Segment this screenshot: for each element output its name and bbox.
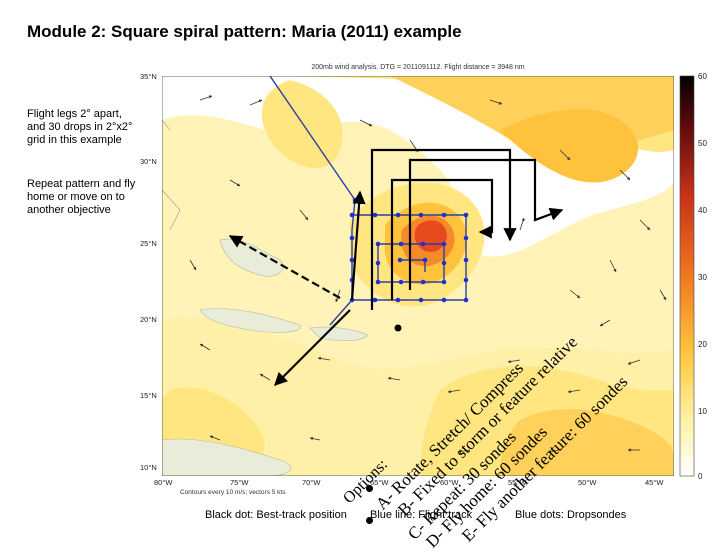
bullet-dot: [366, 485, 373, 492]
svg-text:30: 30: [698, 273, 707, 282]
svg-text:60: 60: [698, 72, 707, 81]
svg-text:35°N: 35°N: [140, 72, 157, 81]
svg-text:75°W: 75°W: [230, 478, 249, 487]
best-track-dots: [394, 324, 402, 332]
bullet-dot: [366, 517, 373, 524]
svg-text:50°W: 50°W: [578, 478, 597, 487]
svg-text:25°N: 25°N: [140, 239, 157, 248]
svg-text:65°W: 65°W: [370, 478, 389, 487]
map-canvas: 200mb wind analysis. DTG = 2011091112. F…: [140, 64, 707, 496]
svg-text:80°W: 80°W: [154, 478, 173, 487]
svg-text:20: 20: [698, 340, 707, 349]
legend-black-dot: Black dot: Best-track position: [205, 509, 347, 521]
map-footer: Contours every 10 m/s; vectors 5 kts: [180, 489, 286, 496]
plot-area: [162, 76, 674, 476]
svg-text:60°W: 60°W: [440, 478, 459, 487]
legend-blue-line: Blue line: Flight track: [370, 509, 473, 521]
svg-text:10°N: 10°N: [140, 463, 157, 472]
svg-text:70°W: 70°W: [302, 478, 321, 487]
colorbar: 60 50 40 30 20 10 0: [679, 72, 707, 481]
wind-analysis-map: 200mb wind analysis. DTG = 2011091112. F…: [140, 60, 720, 540]
svg-text:20°N: 20°N: [140, 315, 157, 324]
note-flight-legs: Flight legs 2° apart, and 30 drops in 2°…: [27, 108, 133, 146]
svg-text:0: 0: [698, 472, 703, 481]
svg-text:45°W: 45°W: [645, 478, 664, 487]
slide-title: Module 2: Square spiral pattern: Maria (…: [27, 22, 462, 41]
svg-text:40: 40: [698, 206, 707, 215]
map-header: 200mb wind analysis. DTG = 2011091112. F…: [311, 64, 524, 71]
legend-blue-dots: Blue dots: Dropsondes: [515, 509, 627, 521]
note-repeat-pattern: Repeat pattern and fly home or move on t…: [27, 178, 136, 216]
annotation-arrows: [228, 148, 564, 386]
svg-text:50: 50: [698, 139, 707, 148]
svg-text:15°N: 15°N: [140, 391, 157, 400]
lon-axis-labels: 80°W 75°W 70°W 65°W 60°W 55°W 50°W 45°W: [154, 478, 664, 487]
svg-text:30°N: 30°N: [140, 157, 157, 166]
svg-text:10: 10: [698, 407, 707, 416]
lat-axis-labels: 35°N 30°N 25°N 20°N 15°N 10°N: [140, 72, 157, 472]
svg-text:55°W: 55°W: [508, 478, 527, 487]
